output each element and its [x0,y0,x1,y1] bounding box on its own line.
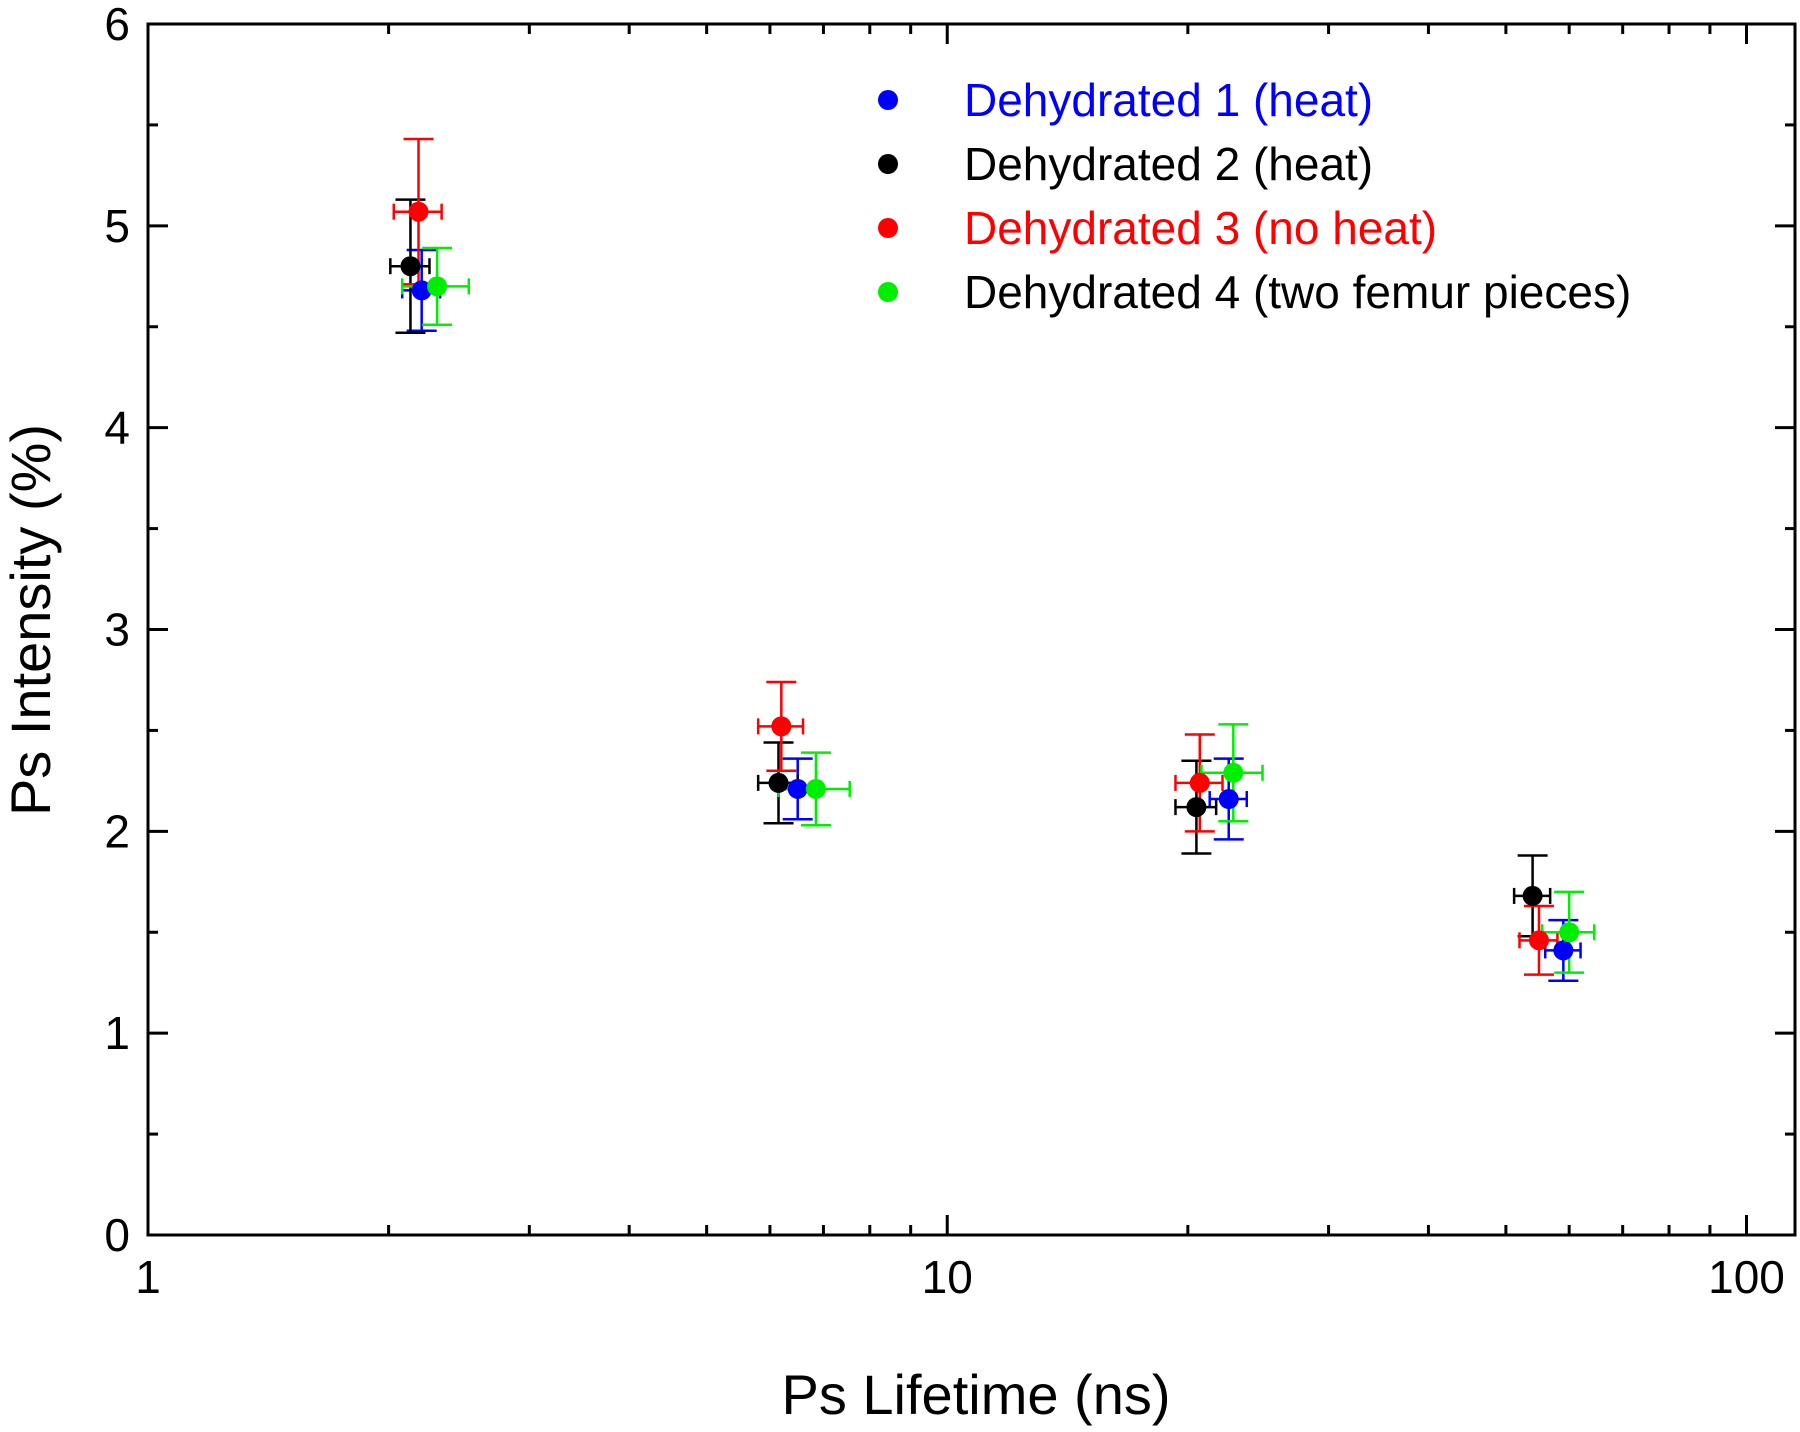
data-point [408,201,429,222]
y-axis-label: Ps Intensity (%) [0,424,62,816]
y-tick-label: 2 [104,805,130,857]
data-point [1522,885,1543,906]
data-point [1189,772,1210,793]
data-point [1553,940,1574,961]
y-tick-label: 3 [104,604,130,656]
data-point [771,716,792,737]
data-point [805,778,826,799]
legend-marker [878,218,898,238]
y-tick-label: 4 [104,402,130,454]
x-axis-label: Ps Lifetime (ns) [782,1363,1171,1426]
data-point [400,256,421,277]
data-point [411,280,432,301]
x-tick-label: 10 [922,1251,973,1303]
x-tick-label: 1 [135,1251,161,1303]
y-tick-label: 6 [104,0,130,50]
legend-label: Dehydrated 4 (two femur pieces) [964,266,1631,318]
data-point [1223,762,1244,783]
y-tick-label: 1 [104,1007,130,1059]
x-tick-label: 100 [1708,1251,1785,1303]
data-point [1528,930,1549,951]
legend-marker [878,90,898,110]
data-point [427,276,448,297]
data-point [787,778,808,799]
data-points [400,201,1580,961]
data-point [1559,922,1580,943]
legend-label: Dehydrated 3 (no heat) [964,202,1437,254]
legend-label: Dehydrated 1 (heat) [964,74,1373,126]
data-point [768,772,789,793]
legend-label: Dehydrated 2 (heat) [964,138,1373,190]
y-tick-label: 5 [104,200,130,252]
y-tick-label: 0 [104,1209,130,1261]
data-point [1186,797,1207,818]
legend-marker [878,282,898,302]
data-point [1218,789,1239,810]
legend-marker [878,154,898,174]
legend: Dehydrated 1 (heat) Dehydrated 2 (heat) De… [878,74,1631,318]
